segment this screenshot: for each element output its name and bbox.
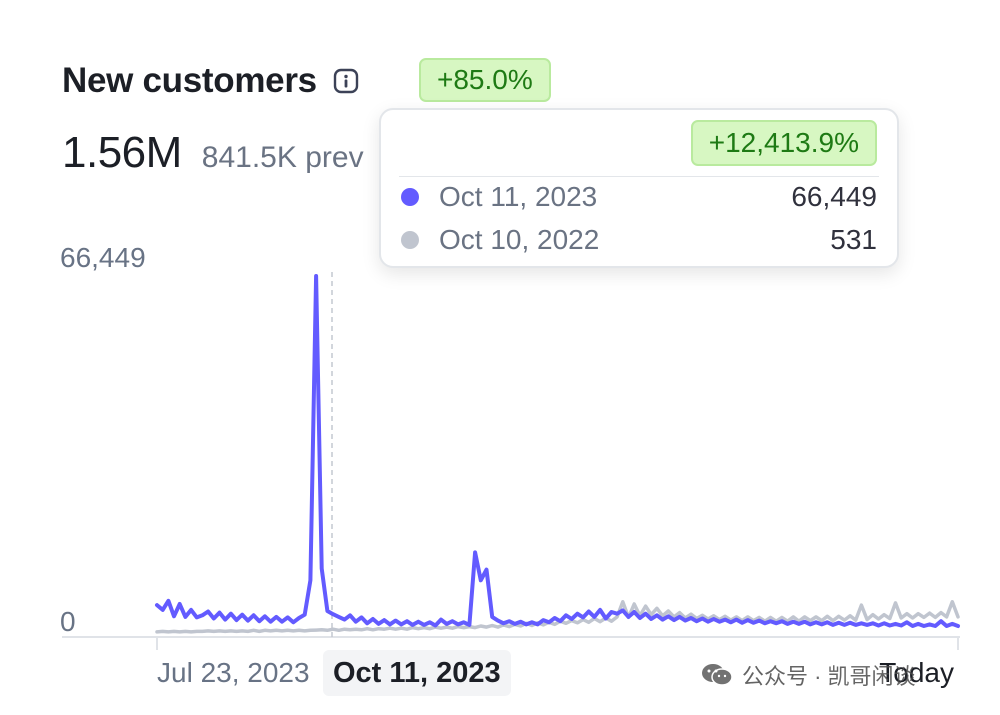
watermark-text: 公众号 · 凯哥闲谈 xyxy=(742,664,916,689)
tooltip-row-current: Oct 11, 2023 66,449 xyxy=(401,177,877,217)
page-title: New customers xyxy=(62,61,317,100)
tooltip-value: 66,449 xyxy=(791,181,877,212)
x-axis-hover-label: Oct 11, 2023 xyxy=(323,650,511,696)
total-value: 1.56M xyxy=(62,128,182,177)
x-axis-end-label: Today xyxy=(879,657,954,688)
previous-period-line xyxy=(155,600,960,634)
tooltip-divider xyxy=(399,176,879,177)
title-row: New customers xyxy=(62,58,359,104)
totals: 1.56M 841.5K prev xyxy=(62,128,364,178)
watermark: 公众号 · 凯哥闲谈 xyxy=(700,660,916,690)
x-axis-start-label: Jul 23, 2023 xyxy=(157,657,310,688)
previous-series-dot xyxy=(401,231,419,249)
change-badge: +85.0% xyxy=(419,58,551,102)
info-icon[interactable] xyxy=(333,68,359,94)
tooltip-row-previous: Oct 10, 2022 531 xyxy=(401,220,877,260)
previous-value: 841.5K prev xyxy=(201,141,364,174)
tooltip-date: Oct 10, 2022 xyxy=(439,224,600,255)
tooltip-date: Oct 11, 2023 xyxy=(439,181,598,212)
tooltip-value: 531 xyxy=(830,224,877,255)
wechat-icon xyxy=(702,664,733,686)
series-layer xyxy=(155,274,960,634)
current-series-dot xyxy=(401,188,419,206)
current-period-line xyxy=(155,274,960,628)
y-axis-max-label: 66,449 xyxy=(60,242,146,273)
y-axis-min-label: 0 xyxy=(60,606,76,637)
chart-tooltip: +12,413.9% Oct 11, 2023 66,449 Oct 10, 2… xyxy=(379,108,899,268)
tooltip-change-badge: +12,413.9% xyxy=(690,120,877,166)
